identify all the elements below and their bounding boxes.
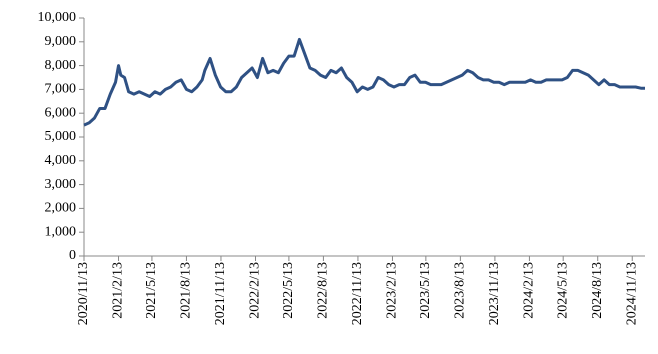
x-tick-label: 2021/11/13	[213, 262, 228, 325]
x-tick-label: 2024/11/13	[624, 262, 639, 325]
x-tick-label: 2023/5/13	[418, 262, 433, 319]
x-tick-label: 2023/11/13	[487, 262, 502, 325]
y-tick-label: 3,000	[45, 177, 77, 192]
y-tick-label: 2,000	[45, 201, 77, 216]
x-tick-label: 2021/2/13	[111, 262, 126, 319]
y-tick-label: 6,000	[45, 105, 77, 120]
series-line	[83, 37, 645, 127]
x-tick-label: 2023/2/13	[385, 262, 400, 319]
y-tick-label: 9,000	[45, 34, 77, 49]
x-tick-label: 2022/11/13	[350, 262, 365, 325]
x-tick-label: 2021/8/13	[179, 262, 194, 319]
y-tick-label: 10,000	[38, 10, 77, 25]
x-tick-label: 2023/8/13	[453, 262, 468, 319]
y-tick-label: 8,000	[45, 58, 77, 73]
y-tick-label: 1,000	[45, 224, 77, 239]
y-tick-label: 5,000	[45, 129, 77, 144]
y-tick-label: 7,000	[45, 82, 77, 97]
x-tick-label: 2022/5/13	[281, 262, 296, 319]
x-tick-label: 2022/8/13	[316, 262, 331, 319]
y-tick-label: 4,000	[45, 153, 77, 168]
y-tick-label: 0	[69, 248, 76, 263]
x-tick-label: 2021/5/13	[144, 262, 159, 319]
x-tick-label: 2024/8/13	[590, 262, 605, 319]
x-tick-label: 2024/5/13	[555, 262, 570, 319]
x-tick-label: 2024/2/13	[522, 262, 537, 319]
x-tick-label: 2020/11/13	[76, 262, 91, 325]
x-tick-label: 2022/2/13	[248, 262, 263, 319]
